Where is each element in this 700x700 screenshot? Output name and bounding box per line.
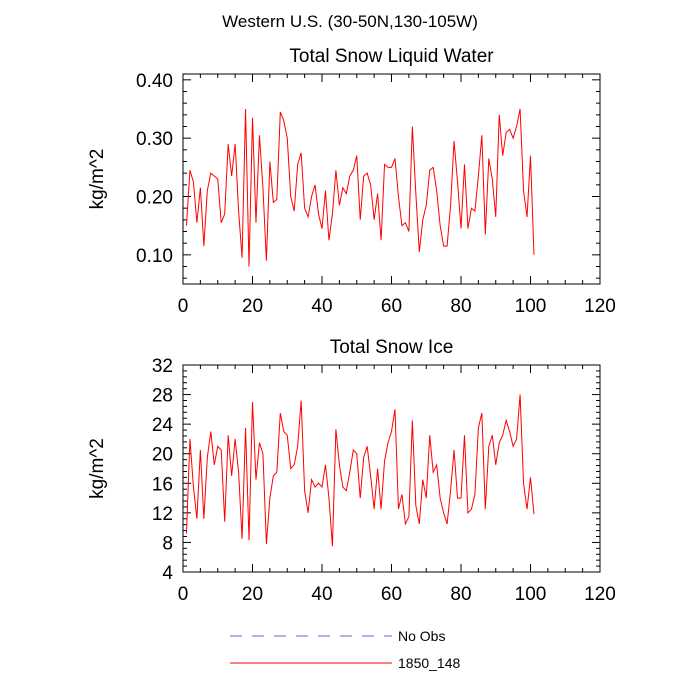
x-tick-label: 0 (178, 296, 189, 317)
y-tick-label: 20 (152, 445, 173, 466)
x-tick-label: 100 (515, 296, 547, 317)
x-tick-label: 20 (242, 296, 263, 317)
y-axis-label: kg/m^2 (87, 149, 108, 210)
x-tick-label: 120 (584, 296, 616, 317)
legend-label-2: 1850_148 (398, 655, 461, 671)
chart-title: Total Snow Liquid Water (289, 46, 494, 67)
legend: No Obs 1850_148 (230, 628, 461, 671)
plot-frame (182, 73, 601, 285)
y-tick-label: 12 (152, 504, 173, 525)
y-tick-label: 0.10 (136, 246, 173, 267)
x-tick-label: 120 (584, 584, 616, 605)
legend-label-1: No Obs (398, 628, 445, 644)
x-tick-label: 40 (311, 296, 332, 317)
x-tick-label: 0 (178, 584, 189, 605)
page-title: Western U.S. (30-50N,130-105W) (222, 12, 478, 31)
y-tick-label: 0.20 (136, 188, 173, 209)
y-tick-label: 8 (162, 533, 173, 554)
y-tick-label: 28 (152, 386, 173, 407)
y-tick-label: 16 (152, 474, 173, 495)
y-tick-label: 32 (152, 356, 173, 377)
y-tick-label: 0.30 (136, 129, 173, 150)
y-tick-label: 0.40 (136, 71, 173, 92)
plot-frame (182, 364, 601, 573)
chart-title: Total Snow Ice (330, 337, 454, 358)
x-tick-label: 80 (450, 296, 471, 317)
x-tick-label: 100 (515, 584, 547, 605)
series-line-1850_148 (185, 394, 535, 547)
x-tick-label: 80 (450, 584, 471, 605)
y-tick-label: 4 (162, 563, 173, 584)
plot-panel-1: Total Snow Liquid Water kg/m^2 0 20 40 60 80 10… (87, 46, 616, 317)
series-line-1850_148 (185, 108, 535, 267)
plot-panel-2: Total Snow Ice kg/m^2 0 20 40 60 80 100 120 4 8 12 1… (87, 337, 616, 605)
x-tick-label: 20 (242, 584, 263, 605)
x-tick-label: 40 (311, 584, 332, 605)
y-axis-label: kg/m^2 (87, 438, 108, 499)
y-tick-label: 24 (152, 415, 174, 436)
x-tick-label: 60 (381, 296, 402, 317)
x-tick-label: 60 (381, 584, 402, 605)
